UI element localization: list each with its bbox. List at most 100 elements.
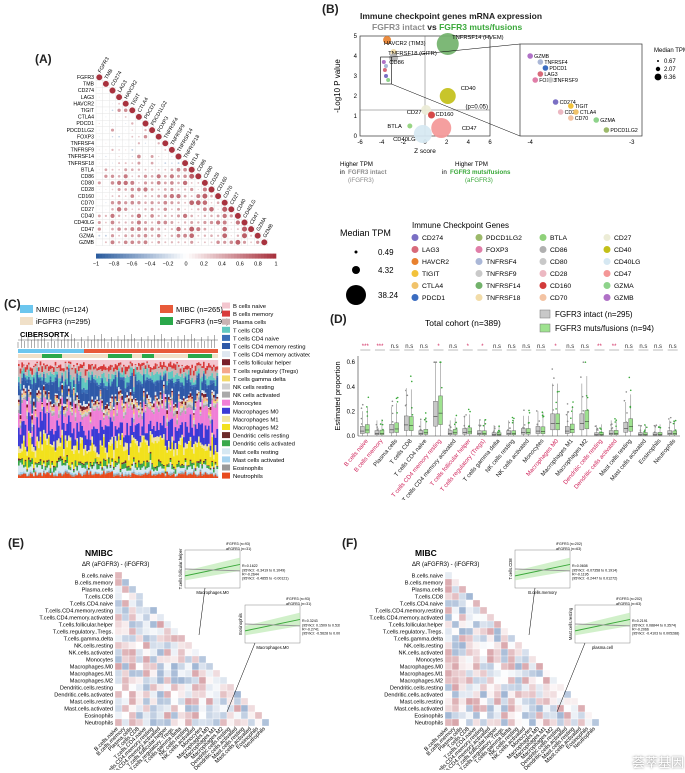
cibersort-bar-segment [71, 464, 74, 473]
cibersort-bar-segment [21, 360, 24, 363]
cibersort-bar-segment [158, 406, 160, 410]
cibersort-bar-segment [54, 380, 57, 394]
cibersort-bar-segment [206, 450, 209, 466]
cibersort-bar-segment [109, 472, 112, 478]
cibersort-bar-segment [211, 370, 214, 374]
delta-row-label: B.cells.memory [405, 581, 443, 587]
volcano-cluster-point [386, 78, 391, 82]
inset-point [547, 77, 554, 83]
cibersort-bar-segment [86, 379, 89, 390]
cibersort-bar-segment [108, 442, 110, 445]
cibersort-bar-segment [41, 409, 44, 412]
cibersort-bar-segment [101, 410, 104, 412]
cibersort-bar-segment [194, 371, 197, 381]
delta-cell [240, 711, 249, 720]
cibersort-bar-segment [48, 412, 50, 435]
cibersort-bar-segment [158, 404, 160, 407]
cibersort-bar-segment [59, 405, 62, 408]
cibersort-bar-segment [33, 365, 35, 367]
colorbar-segment [273, 253, 277, 259]
delta-cell [465, 648, 474, 657]
cibersort-bar-segment [91, 371, 94, 375]
box-outlier [581, 395, 584, 398]
colorbar-segment [219, 253, 223, 259]
delta-cell [121, 592, 130, 601]
inset-stat: (95%CI: -0.2447 to 0.01272) [572, 577, 617, 581]
corr-dot [250, 234, 253, 237]
inset-fit-ifgfr3 [184, 568, 241, 572]
delta-cell [226, 704, 235, 713]
significance-label: * [467, 344, 470, 350]
cibersort-bar-segment [198, 397, 200, 400]
cibersort-bar-segment [61, 405, 64, 430]
cibersort-bar-segment [124, 397, 127, 402]
corr-dot [97, 214, 101, 218]
cibersort-bar-segment [103, 459, 105, 467]
cibersort-bar-segment [119, 444, 122, 469]
cibersort-bar-segment [51, 413, 54, 417]
cibersort-bar-segment [106, 411, 109, 416]
cibersort-bar-segment [174, 427, 177, 444]
delta-cell [233, 711, 242, 720]
cibersort-bar-segment [181, 410, 184, 413]
delta-cell [451, 676, 460, 685]
cibersort-bar-segment [209, 410, 212, 415]
cibersort-bar-segment [34, 462, 37, 464]
cibersort-bar-segment [171, 378, 174, 381]
inset-frame [519, 43, 643, 137]
cell-legend-swatch [222, 440, 230, 447]
cibersort-bar-segment [86, 371, 89, 380]
delta-cell [444, 634, 453, 643]
delta-cell [149, 648, 158, 657]
cibersort-bar-segment [208, 376, 210, 385]
delta-cell [121, 634, 130, 643]
cibersort-bar-segment [173, 407, 175, 411]
cibersort-bar-segment [104, 388, 107, 406]
cibersort-bar-segment [166, 471, 169, 478]
delta-cell [493, 641, 502, 650]
cibersort-bar-segment [166, 470, 169, 472]
cibersort-bar-segment [143, 401, 145, 413]
cibersort-bar-segment [199, 409, 202, 411]
cibersort-bar-segment [133, 458, 135, 462]
cibersort-bar-segment [54, 371, 57, 378]
delta-cell [170, 683, 179, 692]
cibersort-bar-segment [84, 468, 87, 471]
cibersort-bar-segment [211, 393, 214, 396]
inset-legend: iFGFR3 (n=202) [616, 597, 642, 601]
delta-cell [128, 606, 137, 615]
legend-swatch [475, 258, 483, 265]
cibersort-bar-segment [196, 371, 199, 376]
cibersort-bar-segment [138, 423, 140, 447]
cibersort-bar-segment [49, 412, 52, 431]
cibersort-bar-segment [49, 444, 52, 446]
box-body [447, 430, 453, 435]
cibersort-bar-segment [204, 399, 207, 402]
corr-dot [222, 213, 227, 219]
cibersort-bar-segment [139, 412, 142, 415]
cibersort-bar-segment [79, 413, 82, 415]
delta-cell [135, 627, 144, 636]
corr-dot [130, 200, 135, 205]
cibersort-bar-segment [201, 390, 204, 394]
colorbar-segment [234, 253, 238, 259]
cell-legend-swatch [222, 351, 230, 358]
cibersort-bar-segment [31, 423, 34, 427]
delta-cell [451, 613, 460, 622]
cibersort-bar-segment [56, 474, 59, 476]
cibersort-bar-segment [41, 465, 44, 469]
cibersort-bar-segment [64, 461, 67, 466]
delta-cell [135, 662, 144, 671]
cibersort-bar-segment [103, 413, 105, 415]
colorbar-tick: 0.6 [236, 262, 244, 268]
cibersort-bar-segment [143, 362, 145, 366]
box-body [555, 413, 560, 431]
cibersort-bar-segment [91, 401, 94, 403]
cibersort-bar-segment [158, 441, 160, 460]
delta-cell [514, 697, 523, 706]
cibersort-bar-segment [64, 410, 67, 411]
cibersort-bar-segment [204, 360, 207, 368]
cibersort-bar-segment [143, 374, 145, 389]
cibersort-bar-segment [131, 368, 134, 373]
cibersort-bar-segment [53, 465, 55, 468]
